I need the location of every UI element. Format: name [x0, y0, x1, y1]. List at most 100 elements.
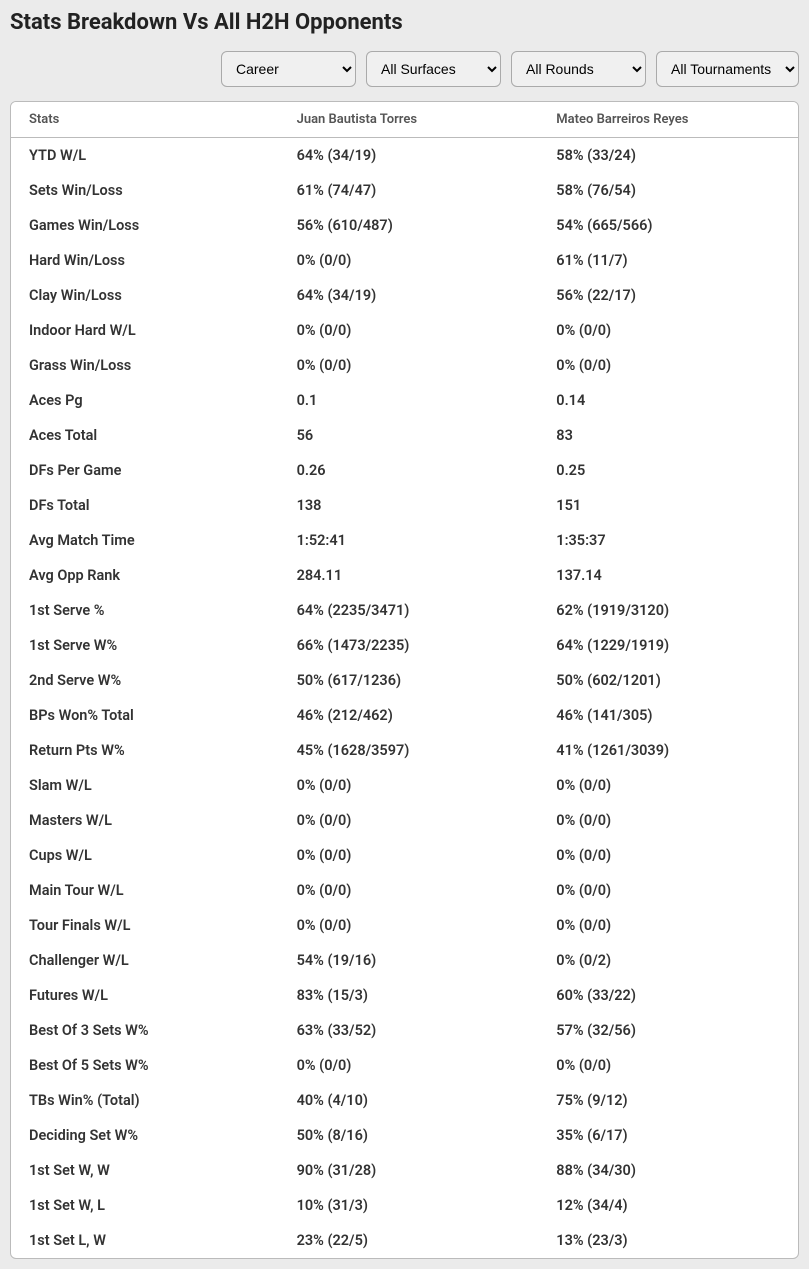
- stat-label: Clay Win/Loss: [11, 278, 279, 313]
- stat-player1-value: 0% (0/0): [279, 313, 539, 348]
- filter-round[interactable]: All Rounds: [511, 51, 646, 87]
- table-row: Indoor Hard W/L0% (0/0)0% (0/0): [11, 313, 798, 348]
- stat-player2-value: 75% (9/12): [538, 1083, 798, 1118]
- filter-tournament[interactable]: All Tournaments: [656, 51, 799, 87]
- stat-label: YTD W/L: [11, 138, 279, 174]
- stat-player2-value: 57% (32/56): [538, 1013, 798, 1048]
- stat-player1-value: 0% (0/0): [279, 1048, 539, 1083]
- stat-label: Slam W/L: [11, 768, 279, 803]
- table-row: Challenger W/L54% (19/16)0% (0/2): [11, 943, 798, 978]
- stat-player2-value: 0% (0/0): [538, 1048, 798, 1083]
- table-row: DFs Per Game0.260.25: [11, 453, 798, 488]
- stat-player1-value: 66% (1473/2235): [279, 628, 539, 663]
- stat-player1-value: 45% (1628/3597): [279, 733, 539, 768]
- stat-label: 1st Set L, W: [11, 1223, 279, 1258]
- stat-player2-value: 0.14: [538, 383, 798, 418]
- stat-player1-value: 0% (0/0): [279, 873, 539, 908]
- stat-player1-value: 23% (22/5): [279, 1223, 539, 1258]
- stat-player2-value: 151: [538, 488, 798, 523]
- stat-player1-value: 1:52:41: [279, 523, 539, 558]
- table-row: Main Tour W/L0% (0/0)0% (0/0): [11, 873, 798, 908]
- page-title: Stats Breakdown Vs All H2H Opponents: [10, 10, 799, 35]
- stat-player2-value: 0% (0/0): [538, 313, 798, 348]
- filter-bar: Career All Surfaces All Rounds All Tourn…: [10, 51, 799, 87]
- stat-player2-value: 56% (22/17): [538, 278, 798, 313]
- table-row: DFs Total138151: [11, 488, 798, 523]
- table-row: Hard Win/Loss0% (0/0)61% (11/7): [11, 243, 798, 278]
- stat-label: 2nd Serve W%: [11, 663, 279, 698]
- stat-label: 1st Serve %: [11, 593, 279, 628]
- col-header-stats: Stats: [11, 102, 279, 138]
- stat-player2-value: 1:35:37: [538, 523, 798, 558]
- stat-player1-value: 0.26: [279, 453, 539, 488]
- stat-player1-value: 0% (0/0): [279, 768, 539, 803]
- stat-label: 1st Set W, W: [11, 1153, 279, 1188]
- table-row: TBs Win% (Total)40% (4/10)75% (9/12): [11, 1083, 798, 1118]
- table-row: Games Win/Loss56% (610/487)54% (665/566): [11, 208, 798, 243]
- stat-player2-value: 58% (76/54): [538, 173, 798, 208]
- stat-label: Hard Win/Loss: [11, 243, 279, 278]
- stat-player1-value: 54% (19/16): [279, 943, 539, 978]
- stat-player1-value: 63% (33/52): [279, 1013, 539, 1048]
- table-row: Clay Win/Loss64% (34/19)56% (22/17): [11, 278, 798, 313]
- stat-player1-value: 90% (31/28): [279, 1153, 539, 1188]
- table-row: 1st Set L, W23% (22/5)13% (23/3): [11, 1223, 798, 1258]
- stat-label: Main Tour W/L: [11, 873, 279, 908]
- stat-player1-value: 83% (15/3): [279, 978, 539, 1013]
- stat-player1-value: 64% (34/19): [279, 138, 539, 174]
- table-row: Avg Match Time1:52:411:35:37: [11, 523, 798, 558]
- table-row: Aces Total5683: [11, 418, 798, 453]
- table-row: Best Of 5 Sets W%0% (0/0)0% (0/0): [11, 1048, 798, 1083]
- stat-player2-value: 54% (665/566): [538, 208, 798, 243]
- table-row: Tour Finals W/L0% (0/0)0% (0/0): [11, 908, 798, 943]
- stat-player1-value: 0.1: [279, 383, 539, 418]
- stat-player1-value: 56: [279, 418, 539, 453]
- stat-player2-value: 0% (0/0): [538, 348, 798, 383]
- stat-label: Aces Total: [11, 418, 279, 453]
- stat-player1-value: 50% (8/16): [279, 1118, 539, 1153]
- stat-label: Best Of 5 Sets W%: [11, 1048, 279, 1083]
- col-header-player2: Mateo Barreiros Reyes: [538, 102, 798, 138]
- col-header-player1: Juan Bautista Torres: [279, 102, 539, 138]
- stat-label: Futures W/L: [11, 978, 279, 1013]
- stat-label: TBs Win% (Total): [11, 1083, 279, 1118]
- stat-player1-value: 0% (0/0): [279, 838, 539, 873]
- table-row: Deciding Set W%50% (8/16)35% (6/17): [11, 1118, 798, 1153]
- table-row: 1st Set W, L10% (31/3)12% (34/4): [11, 1188, 798, 1223]
- table-row: Avg Opp Rank284.11137.14: [11, 558, 798, 593]
- stat-player1-value: 56% (610/487): [279, 208, 539, 243]
- stat-label: Return Pts W%: [11, 733, 279, 768]
- stat-player2-value: 13% (23/3): [538, 1223, 798, 1258]
- stat-label: Sets Win/Loss: [11, 173, 279, 208]
- table-row: Aces Pg0.10.14: [11, 383, 798, 418]
- table-row: 1st Set W, W90% (31/28)88% (34/30): [11, 1153, 798, 1188]
- stat-player1-value: 50% (617/1236): [279, 663, 539, 698]
- table-row: Cups W/L0% (0/0)0% (0/0): [11, 838, 798, 873]
- stat-player1-value: 0% (0/0): [279, 908, 539, 943]
- stat-label: Masters W/L: [11, 803, 279, 838]
- table-row: Masters W/L0% (0/0)0% (0/0): [11, 803, 798, 838]
- stat-player1-value: 0% (0/0): [279, 243, 539, 278]
- stat-player2-value: 88% (34/30): [538, 1153, 798, 1188]
- stat-player2-value: 83: [538, 418, 798, 453]
- stat-player2-value: 46% (141/305): [538, 698, 798, 733]
- stat-label: Best Of 3 Sets W%: [11, 1013, 279, 1048]
- table-row: 1st Serve W%66% (1473/2235)64% (1229/191…: [11, 628, 798, 663]
- filter-surface[interactable]: All Surfaces: [366, 51, 501, 87]
- stat-player1-value: 46% (212/462): [279, 698, 539, 733]
- table-row: Slam W/L0% (0/0)0% (0/0): [11, 768, 798, 803]
- table-row: Return Pts W%45% (1628/3597)41% (1261/30…: [11, 733, 798, 768]
- stat-player2-value: 0.25: [538, 453, 798, 488]
- stat-player2-value: 0% (0/0): [538, 803, 798, 838]
- table-row: Best Of 3 Sets W%63% (33/52)57% (32/56): [11, 1013, 798, 1048]
- stat-label: Cups W/L: [11, 838, 279, 873]
- filter-period[interactable]: Career: [221, 51, 356, 87]
- stat-player1-value: 10% (31/3): [279, 1188, 539, 1223]
- stat-player2-value: 50% (602/1201): [538, 663, 798, 698]
- stat-label: Indoor Hard W/L: [11, 313, 279, 348]
- stat-label: BPs Won% Total: [11, 698, 279, 733]
- stat-label: Challenger W/L: [11, 943, 279, 978]
- stat-player1-value: 40% (4/10): [279, 1083, 539, 1118]
- stat-player2-value: 0% (0/0): [538, 838, 798, 873]
- stat-label: Tour Finals W/L: [11, 908, 279, 943]
